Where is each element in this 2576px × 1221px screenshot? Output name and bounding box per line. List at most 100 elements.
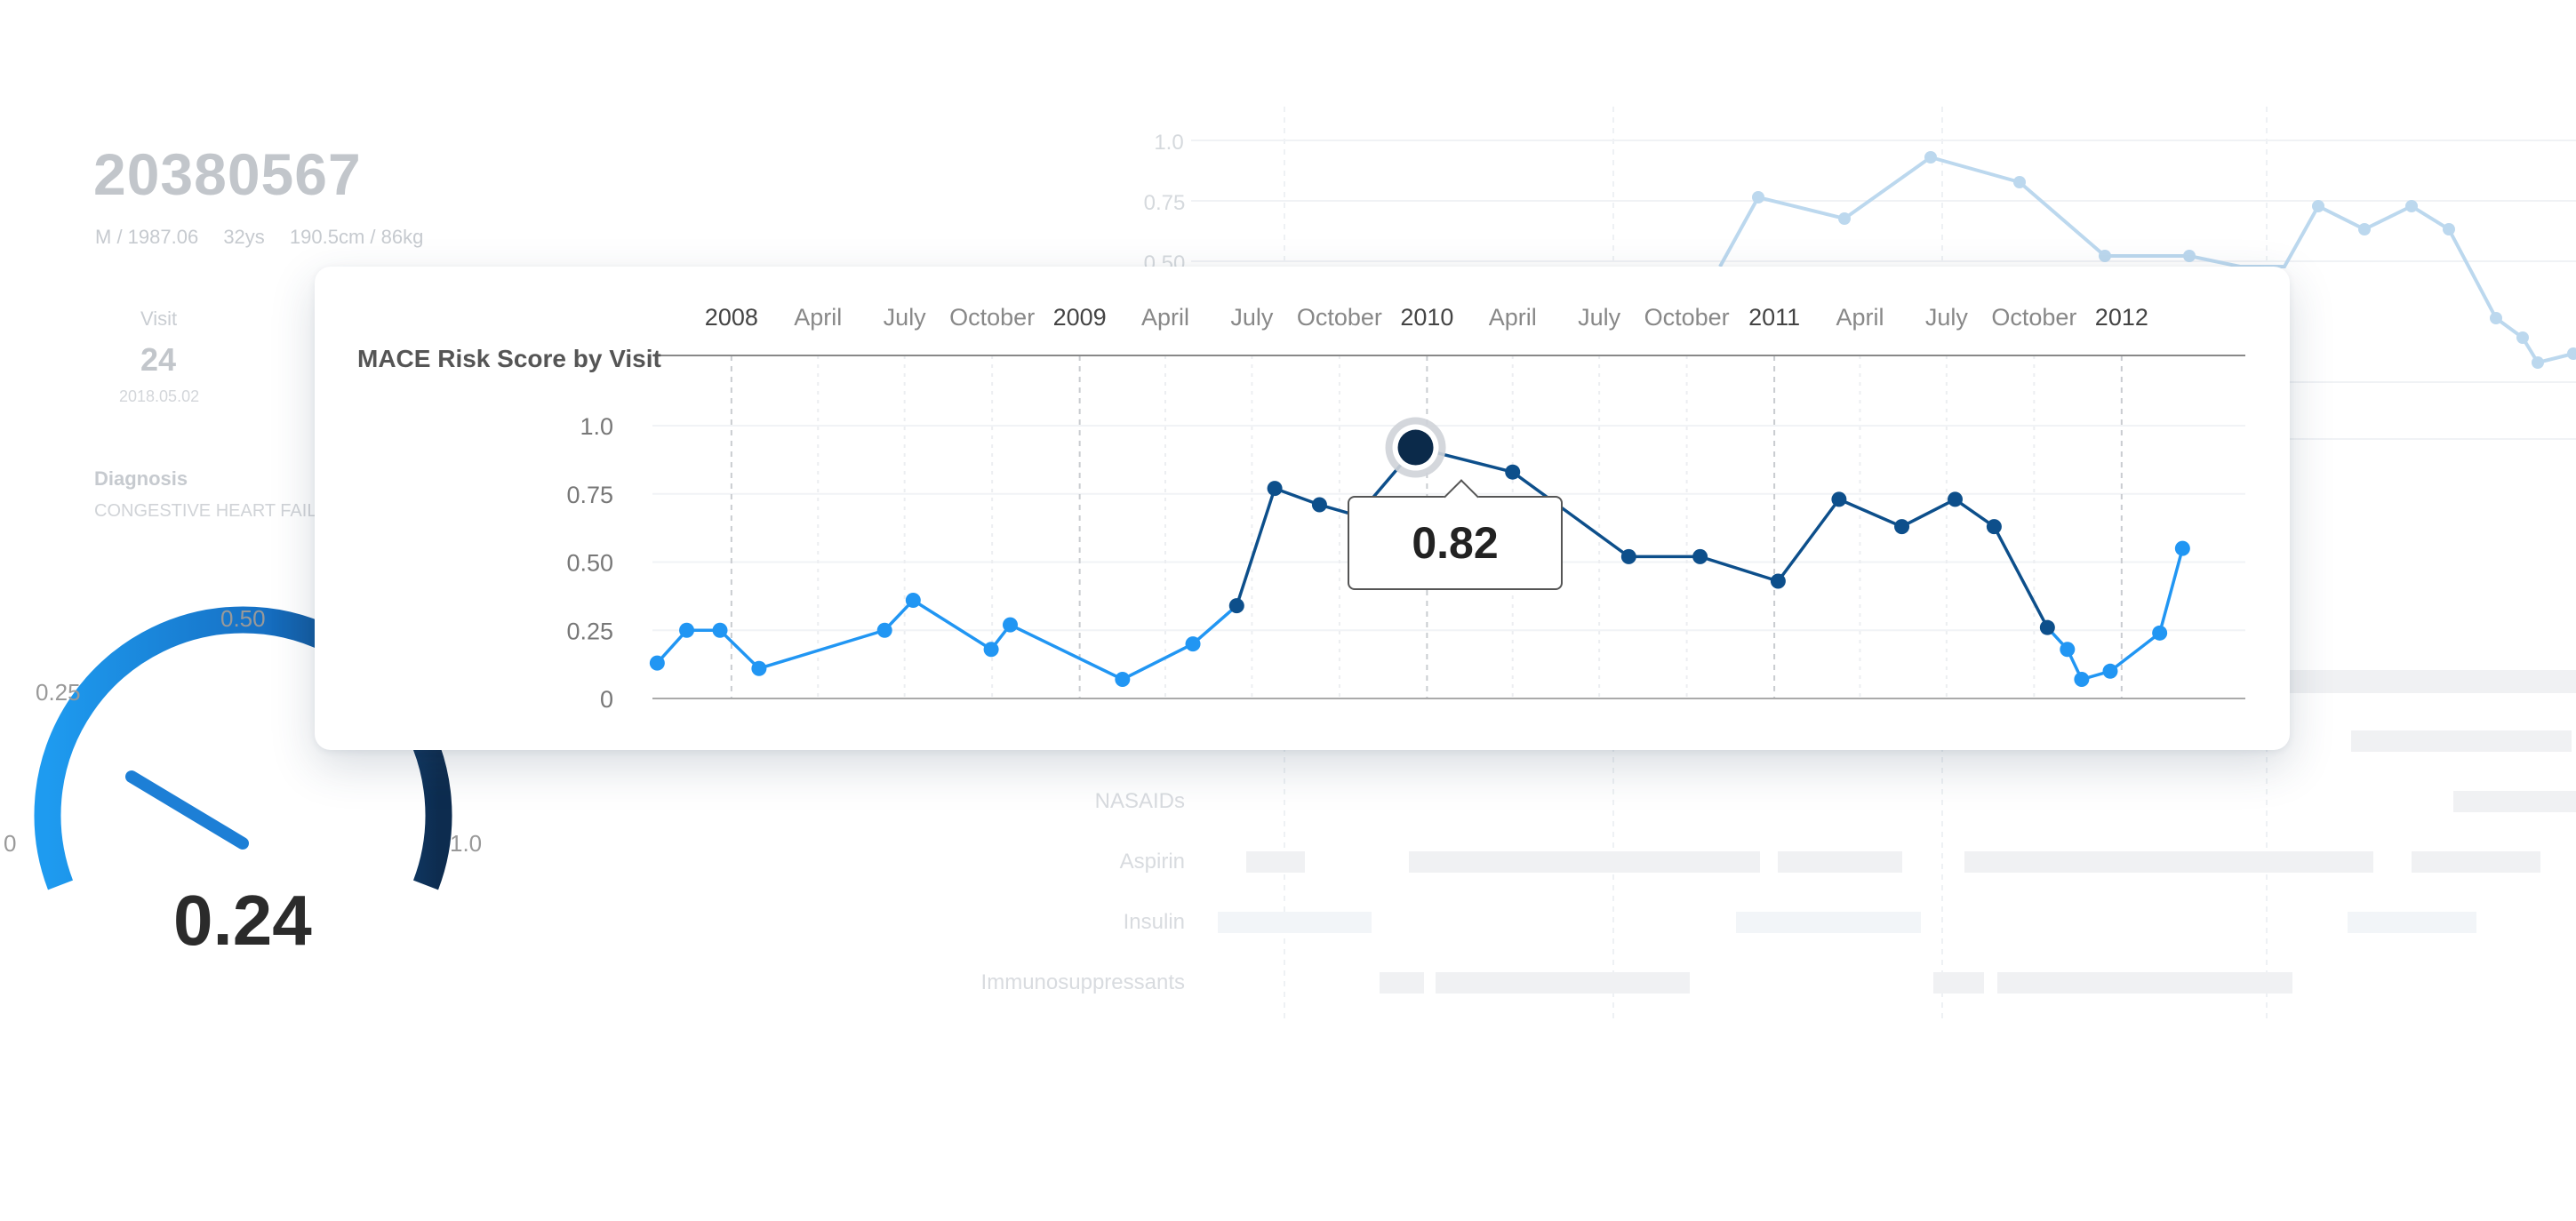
data-point <box>1770 573 1786 589</box>
value-tooltip: 0.82 <box>1348 479 1563 590</box>
diagnosis-label: Diagnosis <box>94 467 188 490</box>
x-tick-label: October <box>1297 304 1382 331</box>
series-line-segment <box>1273 486 1322 507</box>
patient-meta: M / 1987.06 32ys 190.5cm / 86kg <box>95 226 443 249</box>
series-line-segment <box>1235 486 1276 608</box>
x-tick-label: July <box>1230 304 1274 331</box>
data-point <box>1003 617 1019 633</box>
x-tick-label: 2010 <box>1400 304 1453 331</box>
background-chart-grid <box>1284 107 2268 1022</box>
data-point <box>1185 636 1201 652</box>
data-point <box>1115 672 1131 688</box>
gauge-label-max: 1.0 <box>450 830 483 857</box>
data-point <box>1894 519 1910 535</box>
x-tick-label: July <box>1925 304 1969 331</box>
gauge-arc <box>34 606 452 890</box>
data-point <box>876 622 892 638</box>
data-point <box>1948 491 1964 507</box>
patient-height-weight: 190.5cm / 86kg <box>289 226 424 248</box>
medication-bars <box>1218 670 2576 994</box>
x-tick-label: July <box>1578 304 1621 331</box>
data-point <box>1228 598 1244 614</box>
med-label-insulin: Insulin <box>1123 910 1185 934</box>
visit-label: Visit <box>140 307 178 330</box>
x-tick-label: October <box>1644 304 1730 331</box>
series-line-segment <box>718 628 761 670</box>
patient-id: 20380567 <box>93 141 362 207</box>
x-tick-label: 2011 <box>1748 304 1800 331</box>
highlight-point <box>1397 429 1434 466</box>
gauge-label-half: 0.50 <box>220 605 266 632</box>
series-line-segment <box>2157 547 2185 635</box>
data-point <box>1692 548 1708 564</box>
series-line-segment <box>1837 498 1904 529</box>
patient-sex-dob: M / 1987.06 <box>95 226 199 248</box>
data-point <box>983 642 999 658</box>
tooltip-value: 0.82 <box>1412 518 1499 568</box>
data-point <box>1831 491 1847 507</box>
x-tick-label: April <box>1141 304 1189 331</box>
diagnosis-value: CONGESTIVE HEART FAILU <box>94 501 330 521</box>
y-tick-label: 0.75 <box>566 482 613 508</box>
x-tick-label: October <box>949 304 1035 331</box>
gauge-value: 0.24 <box>173 881 312 960</box>
bg-ytick-label: 0.75 <box>1144 191 1186 215</box>
x-tick-label: April <box>1836 304 1884 331</box>
data-point <box>649 655 665 671</box>
y-tick-label: 0 <box>600 686 613 713</box>
series-line-segment <box>1121 642 1195 682</box>
series-line-segment <box>1510 470 1631 559</box>
data-point <box>1267 481 1283 497</box>
y-tick-label: 0.50 <box>566 550 613 577</box>
x-tick-label: 2009 <box>1053 304 1107 331</box>
x-tick-label: October <box>1991 304 2076 331</box>
data-point <box>2102 663 2118 679</box>
data-point <box>2174 540 2190 556</box>
series-line-segment <box>1900 498 1957 529</box>
background-series-points <box>1752 151 2576 369</box>
mace-chart-card: 0 0.25 0.50 0.75 1.0 2008 April July October 2009… <box>315 267 2290 750</box>
data-point <box>2074 672 2090 688</box>
y-tick-label: 0.25 <box>566 618 613 644</box>
series-line-segment <box>1776 498 1841 583</box>
chart-title: MACE Risk Score by Visit <box>357 345 661 372</box>
data-point <box>1505 464 1521 480</box>
data-point <box>2039 619 2055 635</box>
series-line-segment <box>1953 498 1996 529</box>
gauge-label-min: 0 <box>4 830 17 857</box>
med-label-nasaids: NASAIDs <box>1094 789 1185 813</box>
series-line-segment <box>1008 623 1124 682</box>
data-point <box>2152 625 2168 641</box>
gauge-needle <box>125 770 249 850</box>
data-point <box>905 592 921 608</box>
x-tick-label: April <box>794 304 842 331</box>
data-point <box>1620 548 1636 564</box>
gauge-label-quarter: 0.25 <box>36 679 81 706</box>
bg-ytick-label: 1.0 <box>1154 131 1183 155</box>
data-point <box>1311 497 1327 513</box>
visit-number: 24 <box>140 341 177 378</box>
x-tick-label: 2012 <box>2095 304 2148 331</box>
med-label-immunosuppressants: Immunosuppressants <box>980 970 1185 994</box>
med-label-aspirin: Aspirin <box>1119 850 1185 874</box>
mace-chart: 0 0.25 0.50 0.75 1.0 2008 April July October 2009… <box>566 304 2245 713</box>
series-line-segment <box>1698 555 1780 583</box>
data-point <box>712 622 728 638</box>
x-tick-label: July <box>884 304 927 331</box>
data-point <box>2060 642 2076 658</box>
series-line-segment <box>757 628 886 670</box>
background-chart-hgrid <box>1191 140 2576 440</box>
y-tick-label: 1.0 <box>580 413 613 440</box>
patient-age: 32ys <box>223 226 265 248</box>
series-line-segment <box>2108 631 2162 674</box>
series-line-segment <box>911 598 993 651</box>
data-point <box>1986 519 2002 535</box>
series-line-segment <box>1992 524 2050 629</box>
data-point <box>679 622 695 638</box>
x-tick-label: 2008 <box>705 304 758 331</box>
risk-gauge <box>34 606 452 890</box>
x-tick-label: April <box>1489 304 1537 331</box>
data-point <box>751 660 767 676</box>
visit-date: 2018.05.02 <box>119 387 200 405</box>
